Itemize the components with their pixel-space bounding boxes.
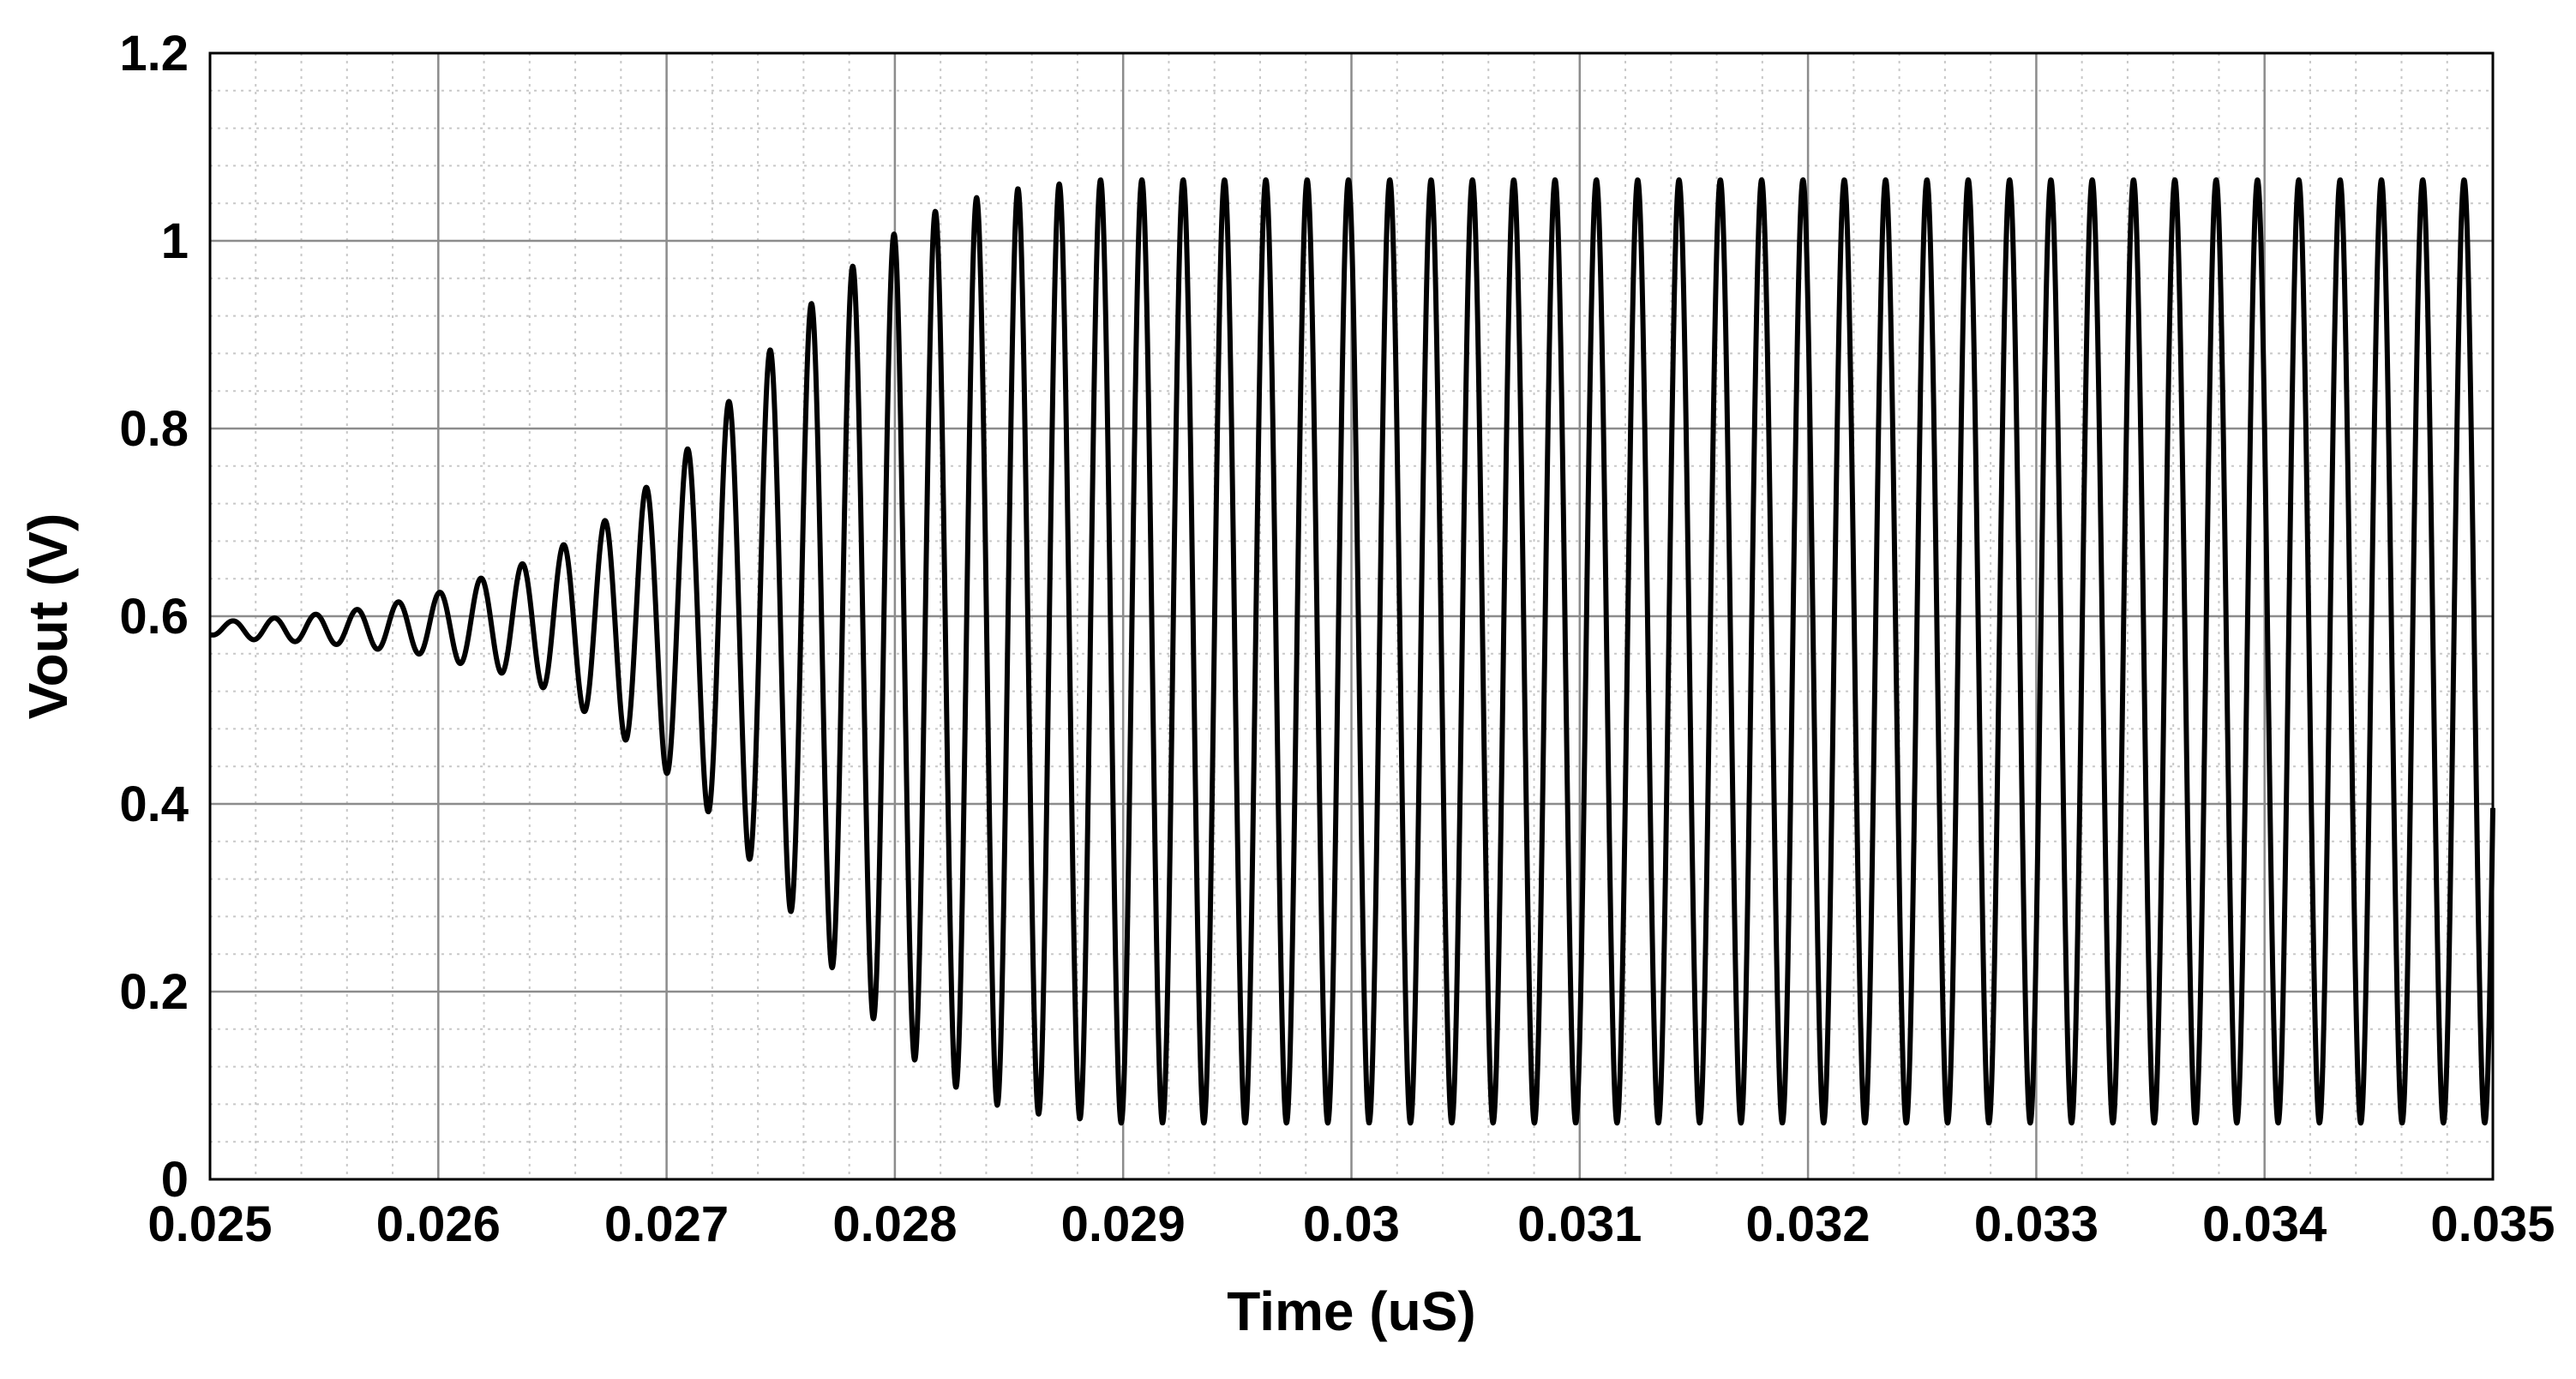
x-tick-label: 0.032 [1746, 1196, 1870, 1252]
series-layer [207, 177, 2495, 1126]
y-tick-label: 0.4 [119, 776, 189, 832]
y-tick-label: 0 [161, 1152, 189, 1208]
x-axis-title: Time (uS) [1227, 1280, 1475, 1342]
x-tick-label: 0.025 [147, 1196, 272, 1252]
x-tick-label: 0.026 [376, 1196, 501, 1252]
y-tick-labels: 0 0.2 0.4 0.6 0.8 1 1.2 [119, 26, 189, 1208]
y-axis-title: Vout (V) [17, 513, 79, 720]
y-tick-label: 1.2 [119, 26, 189, 81]
x-tick-label: 0.029 [1061, 1196, 1186, 1252]
x-tick-label: 0.033 [1974, 1196, 2099, 1252]
y-tick-label: 0.2 [119, 964, 189, 1020]
x-tick-label: 0.034 [2202, 1196, 2327, 1252]
y-tick-label: 0.6 [119, 589, 189, 645]
plot-frame [208, 51, 2495, 1181]
x-tick-label: 0.035 [2430, 1196, 2555, 1252]
x-tick-labels: 0.025 0.026 0.027 0.028 0.029 0.03 0.031 0.032 0… [147, 1196, 2555, 1252]
y-tick-label: 0.8 [119, 401, 189, 457]
y-tick-label: 1 [161, 213, 189, 269]
x-tick-label: 0.03 [1303, 1196, 1400, 1252]
x-tick-label: 0.027 [604, 1196, 729, 1252]
x-tick-label: 0.028 [832, 1196, 957, 1252]
x-tick-label: 0.031 [1517, 1196, 1642, 1252]
vout-waveform-line [207, 177, 2495, 1126]
